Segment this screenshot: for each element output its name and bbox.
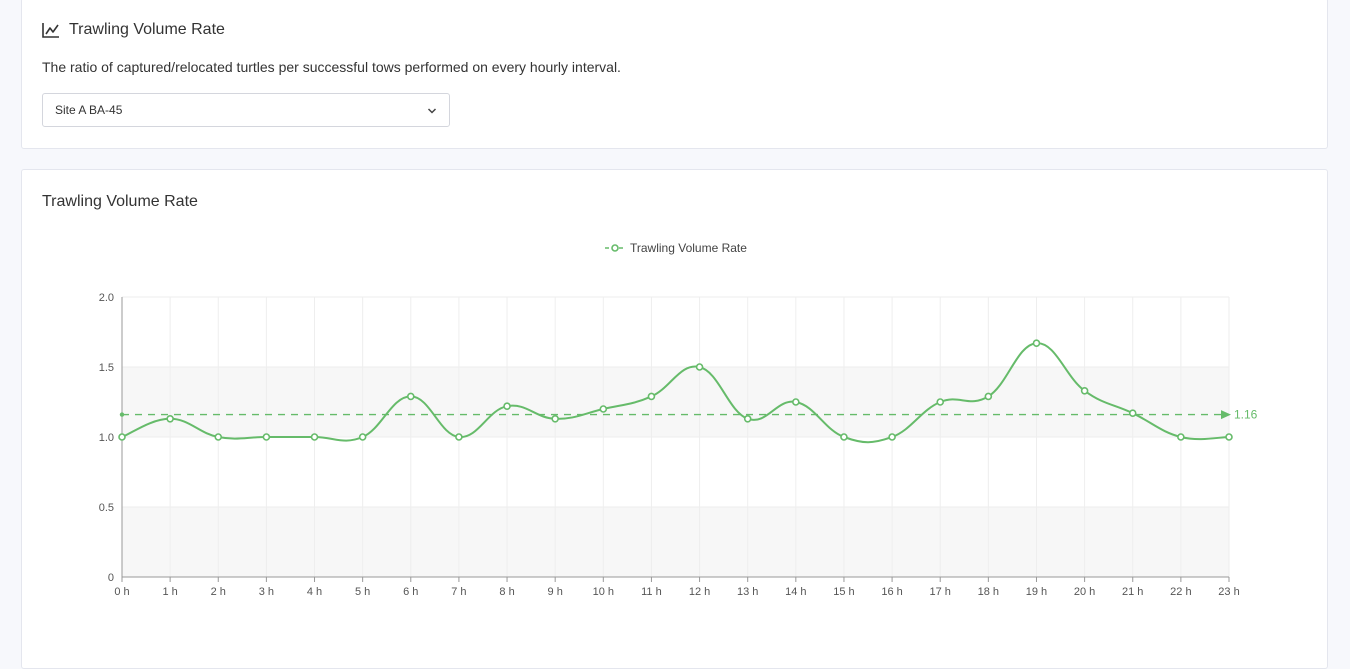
card-header: Trawling Volume Rate bbox=[42, 21, 225, 39]
data-point bbox=[455, 433, 463, 441]
average-line-arrow bbox=[1221, 410, 1231, 420]
data-point bbox=[503, 402, 511, 410]
grid-band bbox=[122, 367, 1229, 437]
y-tick-label: 2.0 bbox=[99, 292, 114, 304]
x-tick-label: 21 h bbox=[1122, 586, 1143, 598]
x-tick-label: 7 h bbox=[451, 586, 466, 598]
data-point bbox=[1177, 433, 1185, 441]
data-point bbox=[166, 415, 174, 423]
x-tick-label: 10 h bbox=[593, 586, 614, 598]
x-tick-label: 8 h bbox=[499, 586, 514, 598]
legend-marker bbox=[611, 244, 619, 252]
data-point bbox=[1080, 387, 1089, 395]
legend-label: Trawling Volume Rate bbox=[630, 241, 747, 255]
data-point bbox=[984, 392, 993, 401]
data-point bbox=[695, 363, 704, 371]
chart-card: Trawling Volume Rate 0 0.5 1.0 1.5 2.0 0 h 1 h… bbox=[21, 169, 1328, 669]
x-tick-label: 6 h bbox=[403, 586, 418, 598]
data-point bbox=[262, 433, 271, 441]
line-chart-icon bbox=[42, 22, 60, 38]
data-point bbox=[888, 433, 896, 441]
average-label: 1.16 bbox=[1234, 408, 1258, 422]
data-point bbox=[743, 415, 752, 423]
y-tick-label: 0.5 bbox=[99, 502, 114, 514]
x-tick-label: 1 h bbox=[162, 586, 177, 598]
x-tick-label: 12 h bbox=[689, 586, 710, 598]
x-tick-label: 18 h bbox=[978, 586, 999, 598]
x-tick-label: 13 h bbox=[737, 586, 758, 598]
average-line-start bbox=[119, 412, 125, 417]
data-point bbox=[214, 433, 223, 441]
site-select[interactable]: Site A BA-45 bbox=[42, 93, 450, 127]
line-chart: 0 0.5 1.0 1.5 2.0 0 h 1 h 2 h 3 h 4 h 5 h 6 h 7 h 8 h… bbox=[99, 241, 1258, 598]
data-point bbox=[358, 433, 367, 441]
data-point bbox=[406, 392, 415, 401]
data-point bbox=[1225, 433, 1233, 441]
data-point bbox=[599, 405, 608, 413]
x-tick-label: 2 h bbox=[211, 586, 226, 598]
info-card: Trawling Volume Rate The ratio of captur… bbox=[21, 0, 1328, 149]
data-point bbox=[647, 392, 656, 401]
card-title: Trawling Volume Rate bbox=[69, 21, 225, 38]
y-tick-label: 1.5 bbox=[99, 362, 114, 374]
x-tick-label: 9 h bbox=[548, 586, 563, 598]
data-point bbox=[551, 415, 559, 423]
x-tick-label: 17 h bbox=[930, 586, 951, 598]
data-point bbox=[792, 398, 800, 406]
data-point bbox=[1032, 339, 1041, 347]
data-point bbox=[1128, 409, 1137, 417]
data-point bbox=[118, 433, 126, 441]
x-tick-label: 20 h bbox=[1074, 586, 1095, 598]
y-tick-label: 1.0 bbox=[99, 432, 114, 444]
x-tick-label: 5 h bbox=[355, 586, 370, 598]
y-tick-label: 0 bbox=[108, 572, 114, 584]
grid-band bbox=[122, 507, 1229, 577]
x-tick-label: 16 h bbox=[881, 586, 902, 598]
x-tick-label: 11 h bbox=[641, 586, 662, 598]
site-select-value: Site A BA-45 bbox=[55, 103, 123, 117]
chevron-down-icon bbox=[427, 105, 437, 119]
x-tick-label: 0 h bbox=[114, 586, 129, 598]
x-tick-label: 15 h bbox=[833, 586, 854, 598]
x-tick-label: 23 h bbox=[1218, 586, 1239, 598]
data-point bbox=[840, 433, 848, 441]
data-point bbox=[936, 398, 945, 406]
data-point bbox=[310, 433, 319, 441]
x-tick-label: 3 h bbox=[259, 586, 274, 598]
x-tick-label: 4 h bbox=[307, 586, 322, 598]
card-description: The ratio of captured/relocated turtles … bbox=[42, 59, 621, 75]
x-tick-label: 14 h bbox=[785, 586, 806, 598]
x-tick-label: 19 h bbox=[1026, 586, 1047, 598]
x-tick-label: 22 h bbox=[1170, 586, 1191, 598]
chart-title: Trawling Volume Rate bbox=[42, 193, 198, 210]
